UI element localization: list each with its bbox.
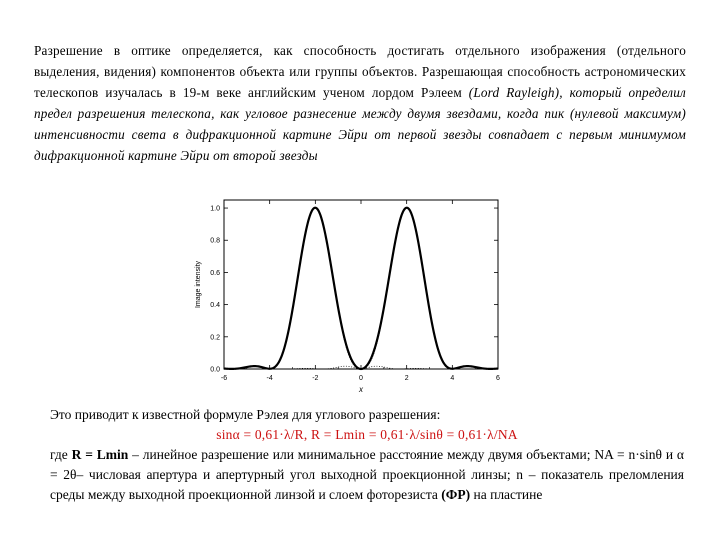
x-tick-label: -6 [221, 375, 227, 382]
series-dotted-line [223, 207, 499, 370]
y-tick-label: 1.0 [210, 206, 220, 213]
series-sum-line [223, 206, 499, 371]
x-tick-label: 2 [405, 375, 409, 382]
y-tick-label: 0.4 [210, 302, 220, 309]
formula-section: Это приводит к известной формуле Рэлея д… [50, 405, 684, 505]
y-tick-label: 0.2 [210, 334, 220, 341]
formula-intro: Это приводит к известной формуле Рэлея д… [50, 407, 441, 422]
explanation-where: где [50, 447, 72, 462]
intro-text-italic: (Lord Rayleigh), который определил преде… [34, 85, 686, 163]
rayleigh-formula: sinα = 0,61·λ/R, R = Lmin = 0,61·λ/sinθ … [216, 427, 518, 442]
y-tick-label: 0.8 [210, 238, 220, 245]
intro-paragraph: Разрешение в оптике определяется, как сп… [34, 40, 686, 166]
x-tick-label: -2 [312, 375, 318, 382]
chart-svg: -6 -4 -2 0 2 4 6 0.0 0.2 0.4 0.6 0.8 1.0 x Image inten… [195, 199, 500, 394]
intensity-chart: -6 -4 -2 0 2 4 6 0.0 0.2 0.4 0.6 0.8 1.0 x Image inten… [188, 190, 508, 400]
intro-text: Разрешение в оптике определяется, как сп… [34, 43, 686, 100]
x-tick-label: 0 [359, 375, 363, 382]
x-axis-label: x [358, 385, 364, 394]
explanation-fr: (ФР) [441, 487, 471, 502]
y-tick-label: 0.6 [210, 270, 220, 277]
explanation-part1: – линейное разрешение или минимальное ра… [50, 447, 684, 502]
x-tick-label: -4 [267, 375, 273, 382]
explanation-part2: на пластине [470, 487, 543, 502]
y-tick-label: 0.0 [210, 367, 220, 374]
series-dotted-line [223, 207, 499, 370]
explanation-r-eq: R = Lmin [71, 447, 129, 462]
formula-explanation: где R = Lmin – линейное разрешение или м… [50, 445, 684, 505]
plot-frame [223, 199, 499, 370]
x-tick-label: 6 [496, 375, 500, 382]
x-tick-label: 4 [450, 375, 454, 382]
y-axis-label: Image intensity [195, 260, 202, 308]
